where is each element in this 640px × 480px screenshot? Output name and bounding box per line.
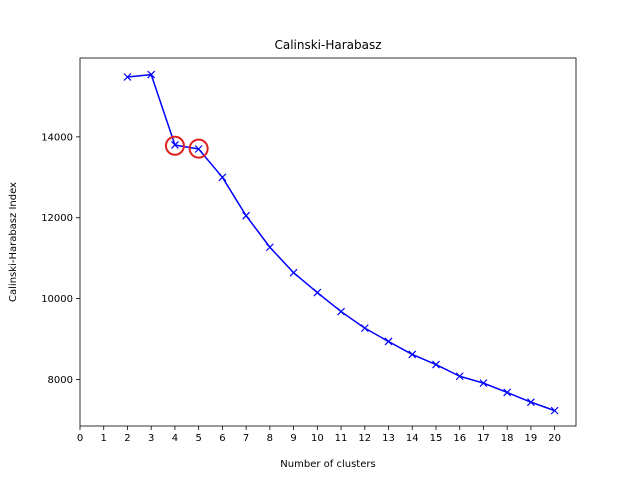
highlight-circle [164, 135, 185, 156]
data-point-marker [218, 173, 227, 182]
plot-frame [79, 57, 577, 427]
x-tick-label: 3 [148, 433, 154, 444]
data-point-marker [432, 360, 440, 369]
data-point-marker [171, 141, 179, 149]
x-tick-label: 12 [358, 433, 371, 444]
x-tick-label: 9 [290, 433, 296, 444]
x-tick-label: 11 [335, 433, 348, 444]
data-point-marker [242, 211, 251, 220]
x-tick-label: 13 [382, 433, 395, 444]
x-tick-label: 6 [219, 433, 225, 444]
y-axis-label: Calinski-Harabasz Index [8, 182, 19, 302]
x-tick-label: 7 [243, 433, 249, 444]
data-point-marker [337, 307, 345, 316]
x-tick-label: 19 [525, 433, 538, 444]
highlight-circle [188, 138, 209, 159]
x-tick-label: 5 [195, 433, 201, 444]
x-tick-label: 0 [77, 433, 83, 444]
data-point-marker [550, 406, 559, 415]
data-point-marker [526, 398, 535, 407]
data-point-marker [479, 379, 488, 388]
x-tick-label: 2 [124, 433, 130, 444]
data-point-marker [313, 288, 322, 297]
x-axis-label: Number of clusters [280, 459, 375, 470]
data-point-marker [455, 372, 464, 381]
x-tick-label: 8 [267, 433, 273, 444]
data-point-marker [265, 243, 274, 252]
data-point-marker [503, 388, 512, 397]
y-tick-label: 10000 [41, 294, 73, 305]
x-tick-label: 14 [406, 433, 419, 444]
x-tick-label: 18 [501, 433, 514, 444]
y-tick-label: 12000 [41, 213, 73, 224]
x-tick-label: 4 [172, 433, 178, 444]
data-point-marker [384, 337, 393, 346]
data-point-marker [123, 73, 132, 81]
data-point-marker [408, 350, 417, 359]
x-tick-label: 10 [311, 433, 324, 444]
x-tick-label: 16 [453, 433, 466, 444]
y-tick-label: 8000 [48, 375, 73, 386]
x-tick-label: 15 [430, 433, 443, 444]
x-tick-label: 1 [101, 433, 107, 444]
data-point-marker [360, 324, 369, 333]
y-tick-label: 14000 [41, 132, 73, 143]
x-tick-label: 17 [477, 433, 490, 444]
data-point-marker [147, 70, 156, 79]
data-point-marker [194, 145, 203, 153]
plot-area: 0 1 2 3 4 5 6 7 8 9 10 11 12 13 14 15 16 17 18 19 2080001000… [41, 57, 577, 444]
data-point-marker [289, 268, 298, 277]
x-tick-label: 20 [548, 433, 561, 444]
chart-title: Calinski-Harabasz [274, 38, 381, 52]
